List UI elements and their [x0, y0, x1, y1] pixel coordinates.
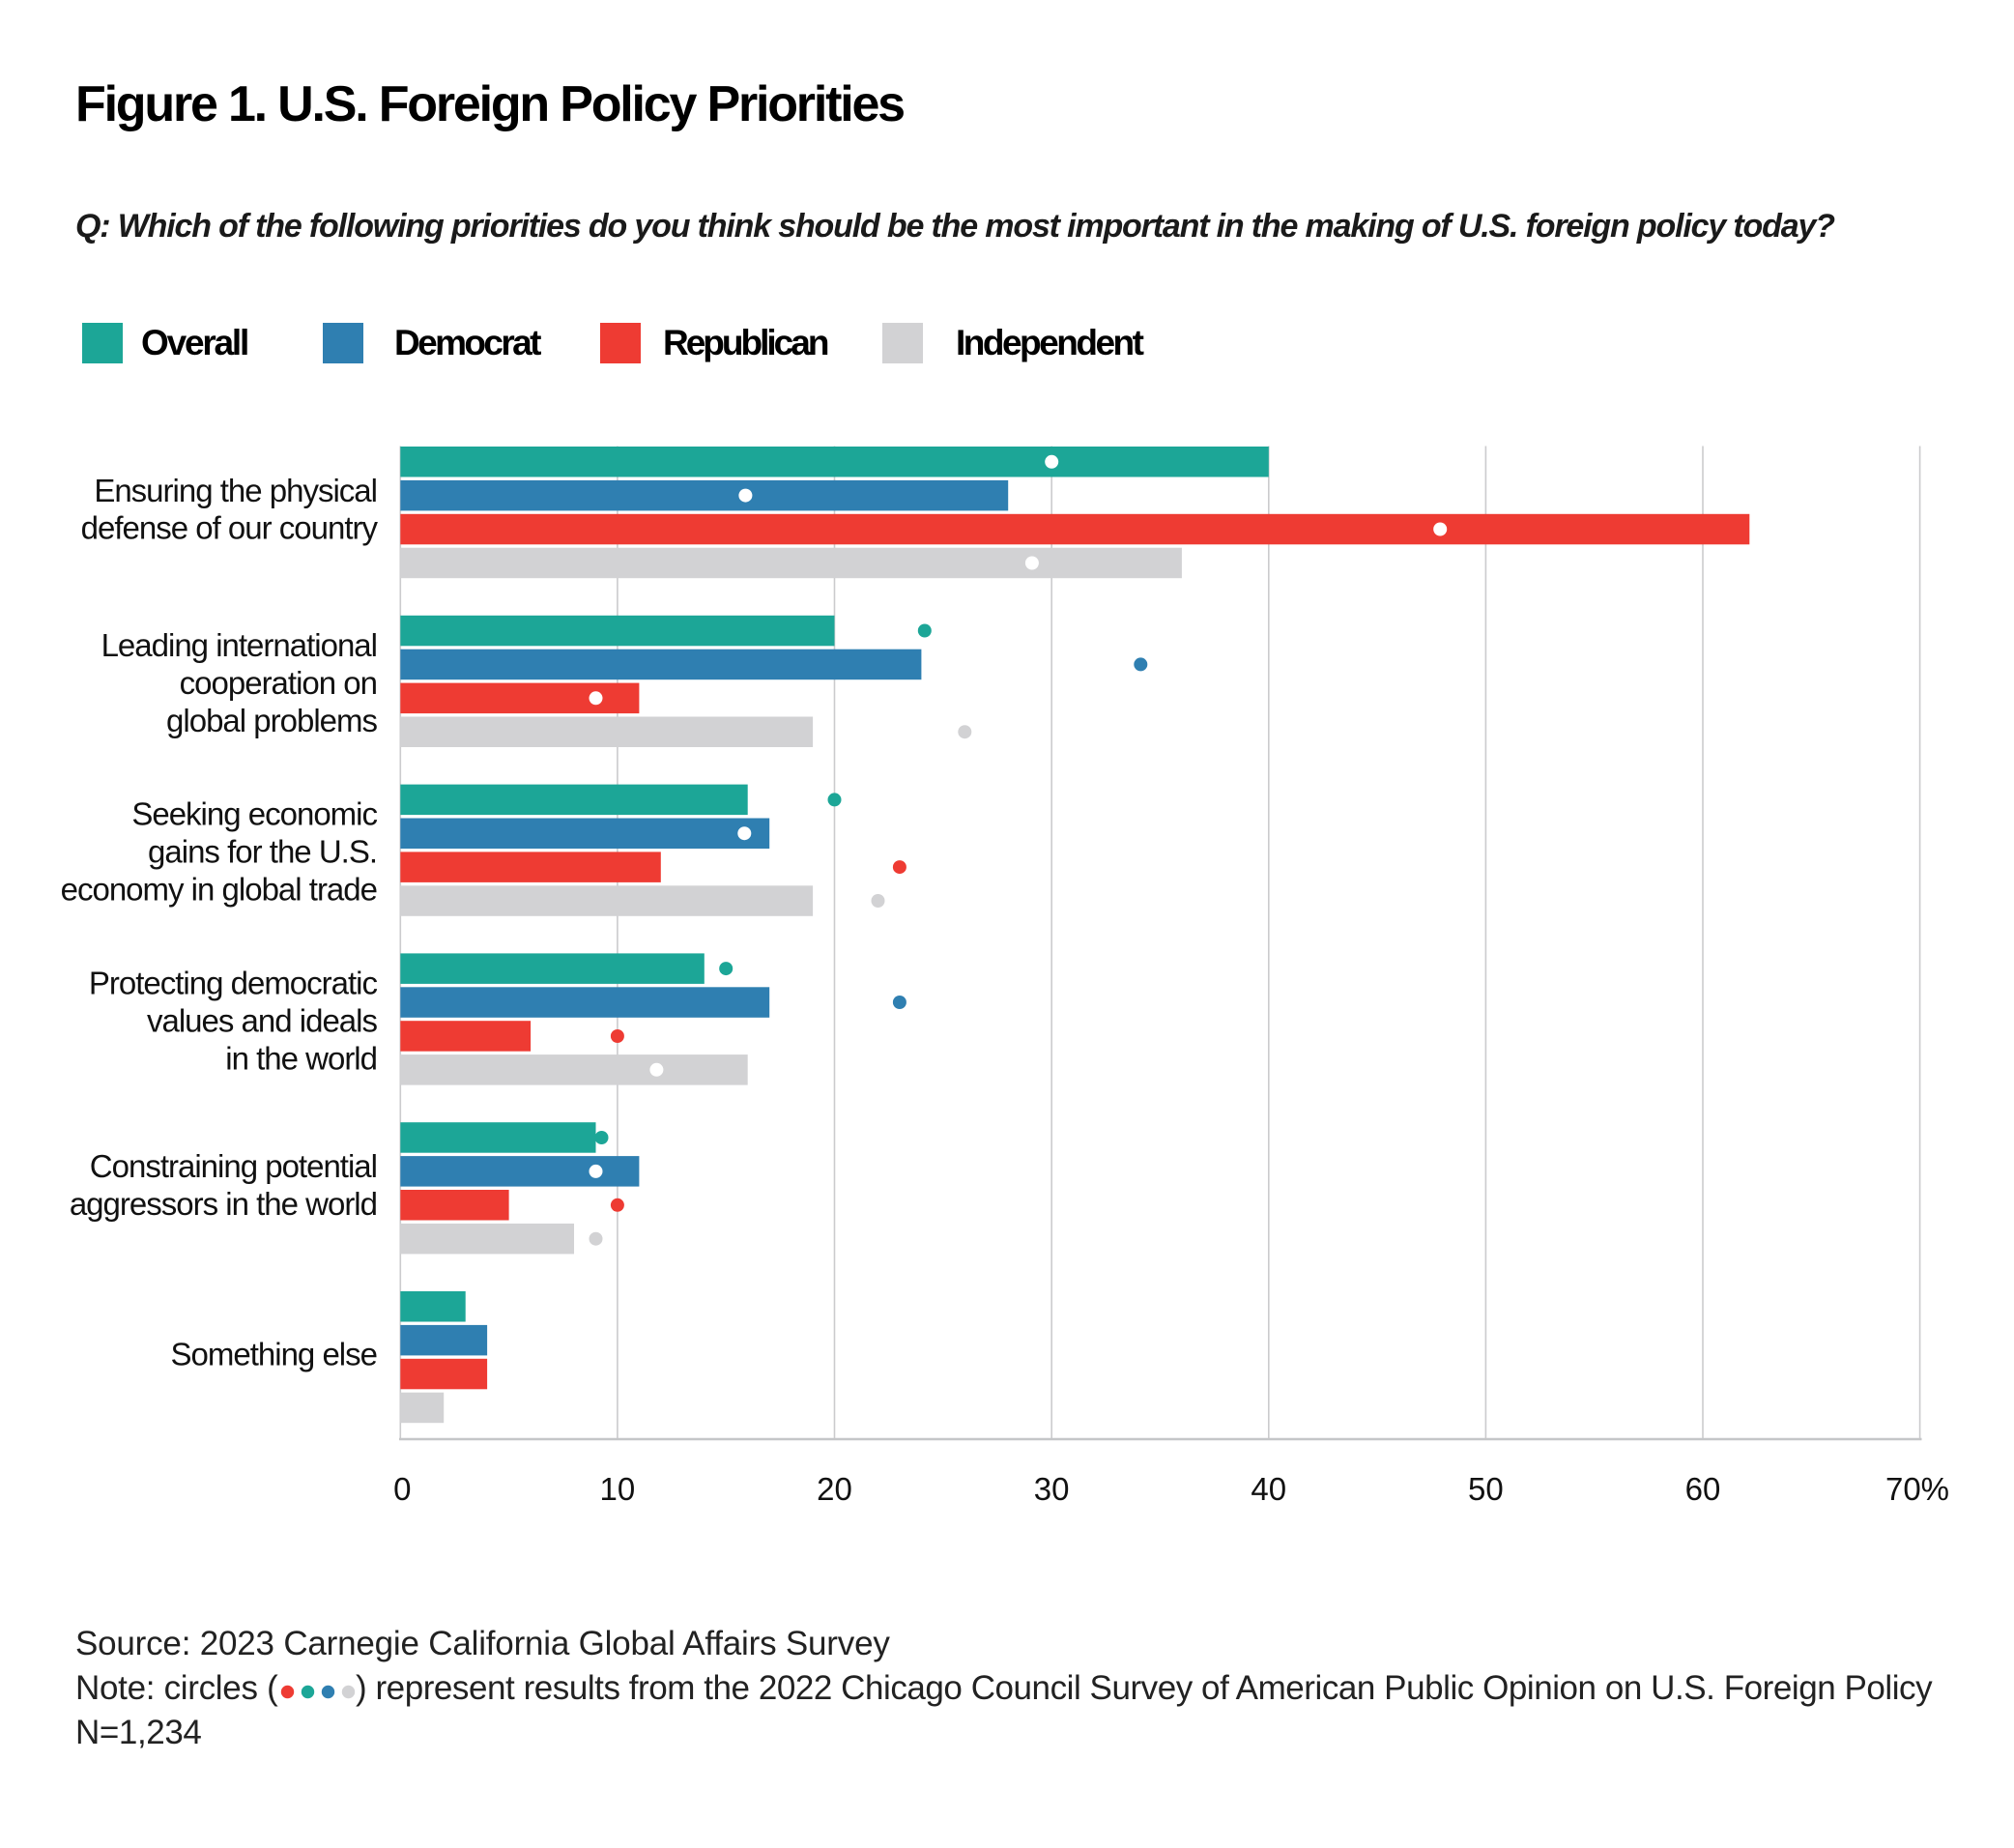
svg-text:0: 0	[393, 1471, 411, 1507]
svg-text:Seeking economic: Seeking economic	[131, 796, 377, 832]
svg-text:Constraining potential: Constraining potential	[90, 1148, 377, 1184]
svg-text:60: 60	[1685, 1471, 1721, 1507]
svg-text:70%: 70%	[1885, 1471, 1949, 1507]
svg-text:Leading international: Leading international	[101, 627, 377, 663]
svg-text:N=1,234: N=1,234	[75, 1714, 202, 1751]
svg-text:gains for the U.S.: gains for the U.S.	[148, 834, 377, 870]
svg-text:Independent: Independent	[956, 323, 1144, 362]
svg-text:Overall: Overall	[141, 323, 247, 362]
svg-text:30: 30	[1034, 1471, 1070, 1507]
svg-text:10: 10	[600, 1471, 636, 1507]
svg-text:global problems: global problems	[166, 703, 377, 738]
svg-text:Republican: Republican	[663, 323, 828, 362]
svg-text:cooperation on: cooperation on	[180, 665, 377, 701]
svg-text:Ensuring the physical: Ensuring the physical	[94, 473, 377, 508]
svg-text:Something else: Something else	[171, 1336, 377, 1372]
svg-text:40: 40	[1251, 1471, 1286, 1507]
svg-text:20: 20	[817, 1471, 852, 1507]
svg-text:Source: 2023 Carnegie Californ: Source: 2023 Carnegie California Global …	[75, 1625, 890, 1662]
svg-text:Democrat: Democrat	[394, 323, 541, 362]
svg-text:Protecting democratic: Protecting democratic	[89, 966, 378, 1001]
svg-text:Note: circles (: Note: circles (	[75, 1669, 278, 1707]
svg-text:50: 50	[1468, 1471, 1504, 1507]
svg-text:aggressors in the world: aggressors in the world	[70, 1186, 377, 1222]
svg-text:economy in global trade: economy in global trade	[61, 872, 377, 908]
svg-text:Q: Which of the following prio: Q: Which of the following priorities do …	[75, 208, 1835, 245]
svg-text:values and ideals: values and ideals	[147, 1003, 378, 1039]
svg-text:Figure 1. U.S. Foreign Policy: Figure 1. U.S. Foreign Policy Priorities	[75, 76, 904, 132]
svg-text:defense of our country: defense of our country	[81, 510, 379, 546]
svg-text:in the world: in the world	[225, 1041, 377, 1077]
svg-text:) represent results from the 2: ) represent results from the 2022 Chicag…	[356, 1669, 1933, 1707]
